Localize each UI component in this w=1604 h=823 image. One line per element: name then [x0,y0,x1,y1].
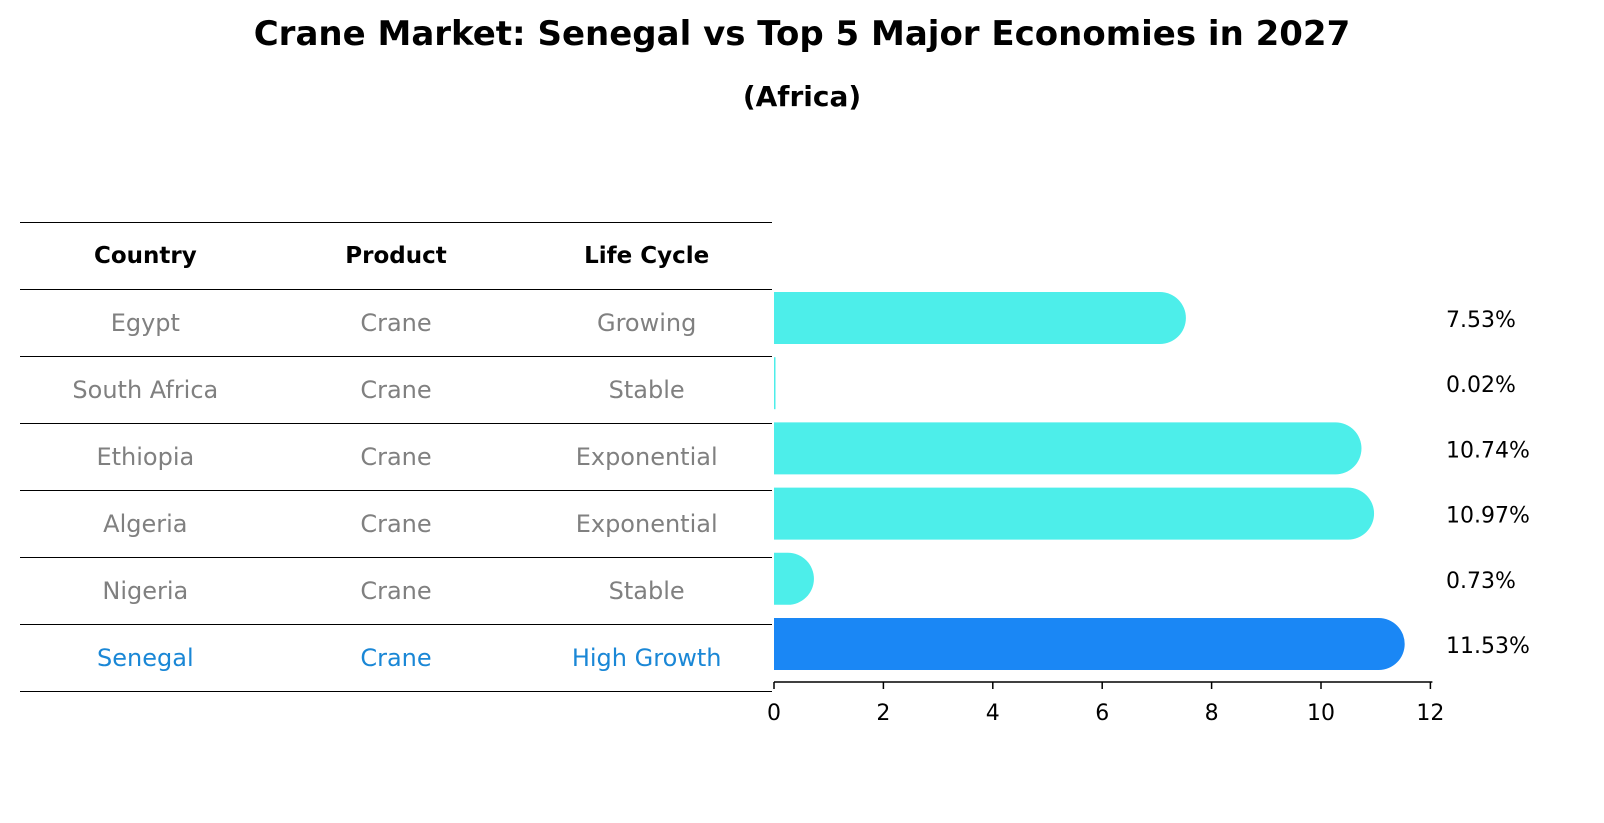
cell-country: Egypt [110,309,180,337]
cell-life-cycle: Exponential [575,510,718,538]
table-row: Nigeria Crane Stable [20,558,772,625]
x-tick-label: 4 [986,701,1000,726]
x-tick-label: 12 [1416,701,1444,726]
cell-life-cycle: Exponential [575,443,718,471]
country-table: Country Product Life Cycle Egypt Crane G… [20,222,772,692]
cell-country: Nigeria [102,577,189,605]
x-tick-label: 2 [876,701,890,726]
cell-life-cycle: Stable [608,577,685,605]
bar-egypt [774,292,1186,344]
bar-ethiopia [774,422,1362,475]
x-tick-label: 8 [1205,701,1219,726]
bar-senegal [774,618,1405,670]
cell-product: Crane [360,376,432,404]
cell-product: Crane [360,309,432,337]
bar-algeria [774,487,1375,540]
chart-subtitle: (Africa) [742,80,862,113]
table-row: Egypt Crane Growing [20,290,772,357]
cell-life-cycle: Growing [596,309,697,337]
cell-country: Senegal [97,644,194,672]
x-tick-label: 6 [1095,701,1109,726]
header-product: Product [345,243,447,269]
table-row: Ethiopia Crane Exponential [20,424,772,491]
header-country: Country [93,243,197,269]
chart-title: Crane Market: Senegal vs Top 5 Major Eco… [253,14,1351,54]
table-row-highlight: Senegal Crane High Growth [20,625,772,692]
data-label: 0.73% [1446,569,1516,594]
cell-product: Crane [360,577,432,605]
cell-life-cycle: High Growth [571,644,722,672]
x-tick-label: 0 [767,701,781,726]
data-label: 10.97% [1446,504,1530,529]
x-tick-label: 10 [1307,701,1335,726]
cell-product: Crane [360,644,432,672]
bar-chart: 7.53% 0.02% 10.74% 10.97% 0.73% 11.53% 0 2 4 6 8 10… [767,292,1530,726]
data-label: 7.53% [1446,308,1516,333]
bar-south-africa [774,357,776,410]
cell-country: Ethiopia [96,443,195,471]
bar-nigeria [774,552,814,605]
header-life-cycle: Life Cycle [584,243,710,269]
table-row: Algeria Crane Exponential [20,491,772,558]
data-label: 0.02% [1446,373,1516,398]
cell-life-cycle: Stable [608,376,685,404]
cell-product: Crane [360,510,432,538]
data-label: 11.53% [1446,634,1530,659]
cell-country: South Africa [72,376,219,404]
data-label: 10.74% [1446,438,1530,463]
table-row: South Africa Crane Stable [20,357,772,424]
cell-country: Algeria [103,510,188,538]
cell-product: Crane [360,443,432,471]
table-header-row: Country Product Life Cycle [20,222,772,290]
